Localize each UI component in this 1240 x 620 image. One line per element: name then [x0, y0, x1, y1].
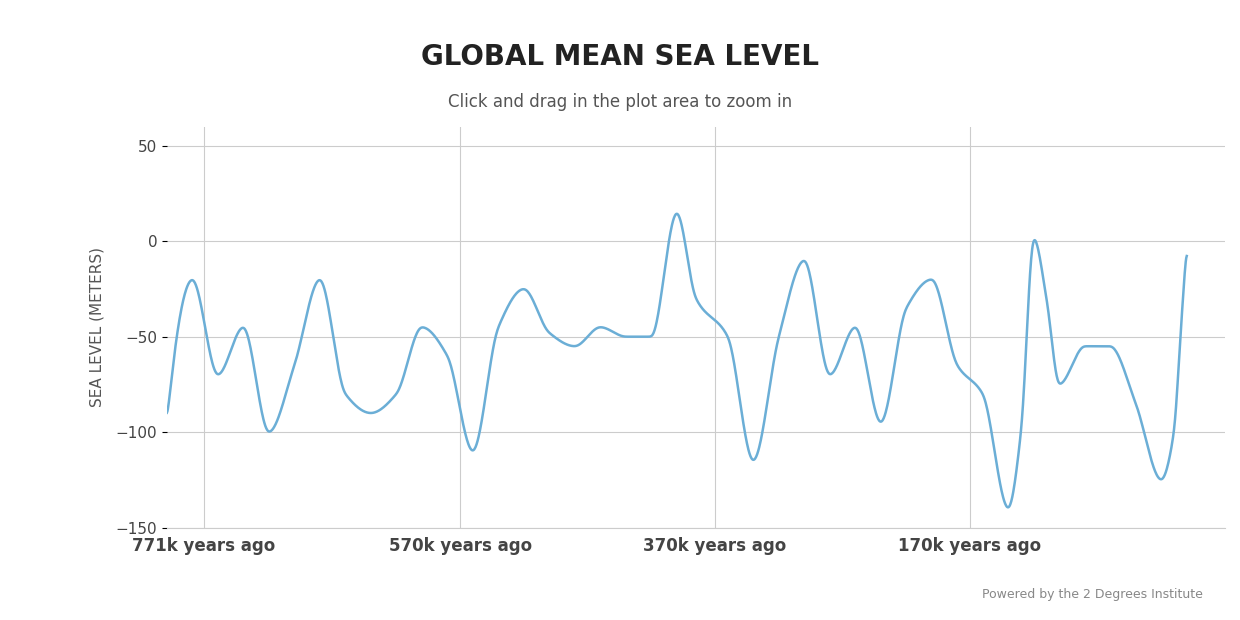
Text: GLOBAL MEAN SEA LEVEL: GLOBAL MEAN SEA LEVEL: [422, 43, 818, 71]
Text: Click and drag in the plot area to zoom in: Click and drag in the plot area to zoom …: [448, 93, 792, 111]
Y-axis label: SEA LEVEL (METERS): SEA LEVEL (METERS): [89, 247, 104, 407]
Text: Powered by the 2 Degrees Institute: Powered by the 2 Degrees Institute: [982, 588, 1203, 601]
